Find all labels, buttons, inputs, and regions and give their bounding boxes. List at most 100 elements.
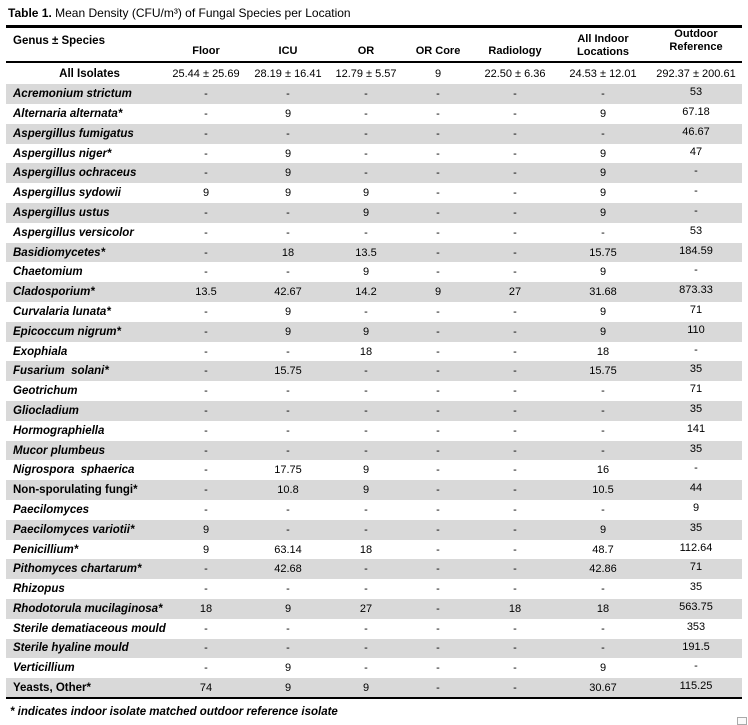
cell: - [601,404,605,417]
cell: - [204,206,208,219]
table-row: Verticillium - 9 - - - 9 - [6,658,742,678]
cell: 9 [434,286,442,299]
table-row: Sterile hyaline mould - - - - - - 191.5 [6,638,742,659]
cell: 9 [599,662,607,675]
table-row: Rhodotorula mucilaginosa* 18 9 27 - 18 18 563.7… [6,599,742,619]
species-name: Geotrichum [13,385,78,398]
cell: - [286,266,290,279]
species-name: Exophiala [13,345,68,358]
table-row: Gliocladium - - - - - - 35 [6,401,742,421]
cell: 12.79 ± 5.57 [335,67,397,80]
cell: - [436,404,440,417]
cell: - [513,662,517,675]
column-header-all-indoor-locations: All Indoor Locations [556,28,650,64]
cell: - [286,226,290,239]
cell: - [513,345,517,358]
cell: - [286,583,290,596]
cell: - [436,127,440,140]
species-rows: Acremonium strictum - - - - - - 53 Alternaria al… [6,84,742,699]
cell: - [513,404,517,417]
cell: 9 [599,305,607,318]
cell: - [204,107,208,120]
footnote: * indicates indoor isolate matched outdo… [10,705,338,718]
table-row: Aspergillus fumigatus - - - - - - 46.67 [6,123,742,144]
cell: 9 [692,502,700,515]
cell: - [286,503,290,516]
species-name: Pithomyces chartarum* [13,563,142,576]
species-name: Curvalaria lunata* [13,305,111,318]
cell: 17.75 [274,464,302,477]
cell: - [364,642,368,655]
cell: 74 [166,678,246,699]
cell: 18 [359,345,373,358]
table-row: Aspergillus versicolor - - - - - - 53 [6,223,742,243]
table-resize-handle[interactable] [737,717,747,725]
cell: - [513,206,517,219]
cell: 35 [689,403,703,416]
table-row: Paecilomyces variotii* 9 - - - - 9 35 [6,519,742,540]
species-name: Nigrospora sphaerica [13,464,135,477]
cell: - [286,345,290,358]
cell: 9 [362,187,370,200]
table-row: Aspergillus niger* - 9 - - - 9 47 [6,144,742,164]
column-header-icu: ICU [246,28,330,64]
table-row: Acremonium strictum - - - - - - 53 [6,84,742,105]
cell: - [601,424,605,437]
cell: 15.75 [589,246,617,259]
cell: 115.25 [650,678,742,699]
cell: - [436,266,440,279]
cell: - [513,266,517,279]
cell: - [436,325,440,338]
cell: - [513,226,517,239]
cell: - [513,167,517,180]
species-name: Epicoccum nigrum* [13,325,121,338]
table-row: Alternaria alternata* - 9 - - - 9 67.18 [6,104,742,124]
species-name: Aspergillus versicolor [13,226,134,239]
cell: - [364,226,368,239]
cell: - [436,662,440,675]
species-name: Rhodotorula mucilaginosa* [13,602,163,615]
cell: - [204,484,208,497]
cell: - [364,662,368,675]
cell: - [286,444,290,457]
cell: 563.75 [679,601,713,613]
species-name: Cladosporium* [13,286,95,299]
cell: - [204,246,208,259]
cell: - [204,266,208,279]
cell: 27 [359,602,373,615]
cell: - [364,365,368,378]
cell: 9 [202,543,210,556]
cell: - [204,305,208,318]
cell: 18 [596,602,610,615]
column-header-or: OR [330,28,402,64]
cell: - [286,385,290,398]
cell: - [286,424,290,437]
cell: - [204,444,208,457]
cell: - [364,88,368,101]
cell: - [204,583,208,596]
cell: - [601,88,605,101]
cell: - [513,365,517,378]
table-row: Non-sporulating fungi* - 10.8 9 - - 10.5 44 [6,480,742,501]
species-name: Basidiomycetes* [13,246,106,259]
cell: - [436,385,440,398]
table-title-text: Mean Density (CFU/m³) of Fungal Species … [51,6,351,20]
cell: 35 [689,442,703,455]
cell: - [513,325,517,338]
cell: - [204,563,208,576]
cell: - [204,325,208,338]
cell: - [286,206,290,219]
cell: - [204,127,208,140]
cell: 9 [284,107,292,120]
species-name: Sterile hyaline mould [13,642,129,655]
cell: - [436,206,440,219]
cell: - [364,622,368,635]
cell: - [513,246,517,259]
table-title-label: Table 1. [8,6,52,20]
summary-row-label: All Isolates [59,67,120,80]
cell: 30.67 [556,678,650,699]
cell: - [364,385,368,398]
species-name: Aspergillus niger* [13,147,112,160]
species-name: Mucor plumbeus [13,444,106,457]
